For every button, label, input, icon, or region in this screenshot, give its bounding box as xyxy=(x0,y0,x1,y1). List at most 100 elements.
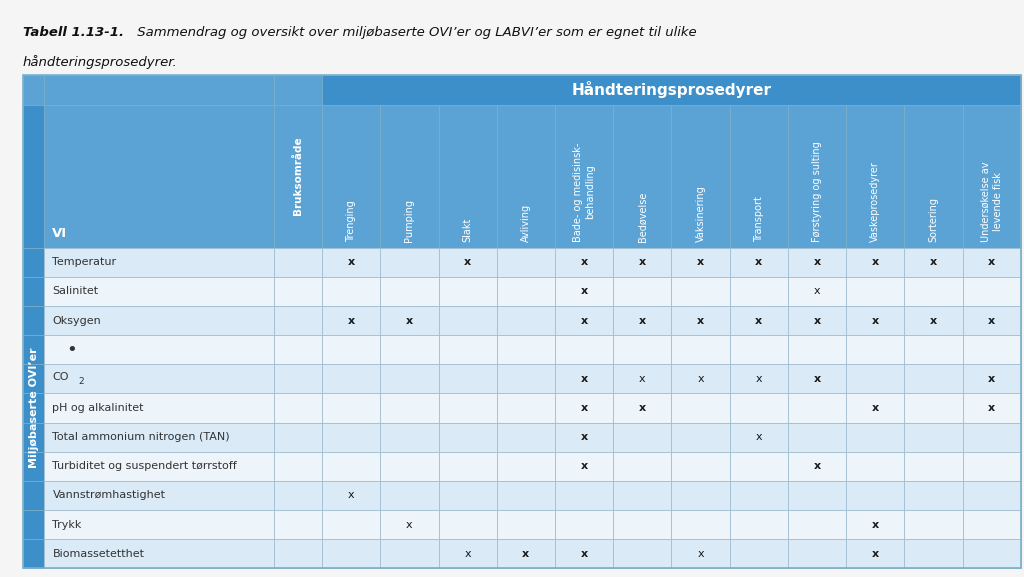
Bar xyxy=(322,481,380,510)
Bar xyxy=(672,335,730,364)
Text: Undersøkelse av
levende fisk: Undersøkelse av levende fisk xyxy=(981,161,1002,242)
Text: x: x xyxy=(871,257,879,267)
Bar xyxy=(672,104,730,248)
Bar xyxy=(904,306,963,335)
Text: x: x xyxy=(871,549,879,559)
Bar xyxy=(380,481,438,510)
Bar xyxy=(904,277,963,306)
Bar xyxy=(904,104,963,248)
Bar xyxy=(904,364,963,394)
Bar xyxy=(613,277,672,306)
Bar xyxy=(497,306,555,335)
Text: x: x xyxy=(407,520,413,530)
Bar xyxy=(730,335,788,364)
Bar xyxy=(438,510,497,539)
Bar xyxy=(613,539,672,568)
Text: x: x xyxy=(756,432,762,442)
Bar xyxy=(274,75,322,104)
Bar xyxy=(497,248,555,277)
Bar xyxy=(44,306,274,335)
Text: Tabell 1.13-1.: Tabell 1.13-1. xyxy=(23,26,124,39)
Bar xyxy=(613,335,672,364)
Bar xyxy=(846,422,904,452)
Text: x: x xyxy=(639,374,646,384)
Bar xyxy=(555,335,613,364)
Text: x: x xyxy=(581,462,588,471)
Bar xyxy=(730,422,788,452)
Bar xyxy=(438,364,497,394)
Bar xyxy=(438,104,497,248)
Bar xyxy=(322,510,380,539)
Bar xyxy=(846,104,904,248)
Bar xyxy=(788,452,846,481)
Bar xyxy=(730,452,788,481)
Bar xyxy=(788,539,846,568)
Text: x: x xyxy=(697,257,705,267)
Text: x: x xyxy=(522,549,529,559)
Bar xyxy=(613,104,672,248)
Text: x: x xyxy=(756,316,763,325)
Text: håndteringsprosedyrer.: håndteringsprosedyrer. xyxy=(23,55,177,69)
Bar xyxy=(672,277,730,306)
Bar xyxy=(44,510,274,539)
Bar xyxy=(788,481,846,510)
Bar xyxy=(23,539,44,568)
Bar xyxy=(788,335,846,364)
Text: x: x xyxy=(639,257,646,267)
Text: x: x xyxy=(930,257,937,267)
Bar xyxy=(613,306,672,335)
Bar xyxy=(380,306,438,335)
Bar xyxy=(274,364,322,394)
Bar xyxy=(23,510,44,539)
Text: x: x xyxy=(871,403,879,413)
Text: x: x xyxy=(639,403,646,413)
Bar xyxy=(274,104,322,248)
Bar xyxy=(613,364,672,394)
Text: x: x xyxy=(988,403,995,413)
Bar xyxy=(497,422,555,452)
Bar xyxy=(274,394,322,422)
Bar xyxy=(497,539,555,568)
Bar xyxy=(904,452,963,481)
Bar xyxy=(788,510,846,539)
Text: x: x xyxy=(697,549,703,559)
Bar xyxy=(555,539,613,568)
Bar xyxy=(322,364,380,394)
Bar xyxy=(380,452,438,481)
Bar xyxy=(380,335,438,364)
Bar xyxy=(788,306,846,335)
Bar xyxy=(322,422,380,452)
Bar xyxy=(730,510,788,539)
Text: x: x xyxy=(988,374,995,384)
Bar xyxy=(963,306,1021,335)
Bar xyxy=(613,510,672,539)
Bar xyxy=(788,364,846,394)
Text: x: x xyxy=(756,374,762,384)
Bar xyxy=(497,452,555,481)
Bar xyxy=(497,394,555,422)
Bar xyxy=(846,248,904,277)
Bar xyxy=(730,104,788,248)
Bar xyxy=(44,394,274,422)
Bar xyxy=(613,481,672,510)
Text: Bade- og medisinsk-
behandling: Bade- og medisinsk- behandling xyxy=(573,143,595,242)
Text: x: x xyxy=(697,316,705,325)
Bar xyxy=(23,306,44,335)
Bar xyxy=(788,422,846,452)
Text: x: x xyxy=(581,374,588,384)
Bar xyxy=(44,248,274,277)
Bar xyxy=(963,335,1021,364)
Bar xyxy=(44,104,274,248)
Bar xyxy=(322,452,380,481)
Bar xyxy=(904,481,963,510)
Text: Sammendrag og oversikt over miljøbaserte OVI’er og LABVI’er som er egnet til uli: Sammendrag og oversikt over miljøbaserte… xyxy=(133,26,696,39)
Bar xyxy=(904,510,963,539)
Bar xyxy=(497,335,555,364)
Bar xyxy=(555,277,613,306)
Bar xyxy=(274,510,322,539)
Bar xyxy=(23,248,44,277)
Text: CO: CO xyxy=(52,372,69,382)
Bar xyxy=(23,364,44,394)
Bar xyxy=(23,394,44,422)
Text: Håndteringsprosedyrer: Håndteringsprosedyrer xyxy=(571,81,771,98)
